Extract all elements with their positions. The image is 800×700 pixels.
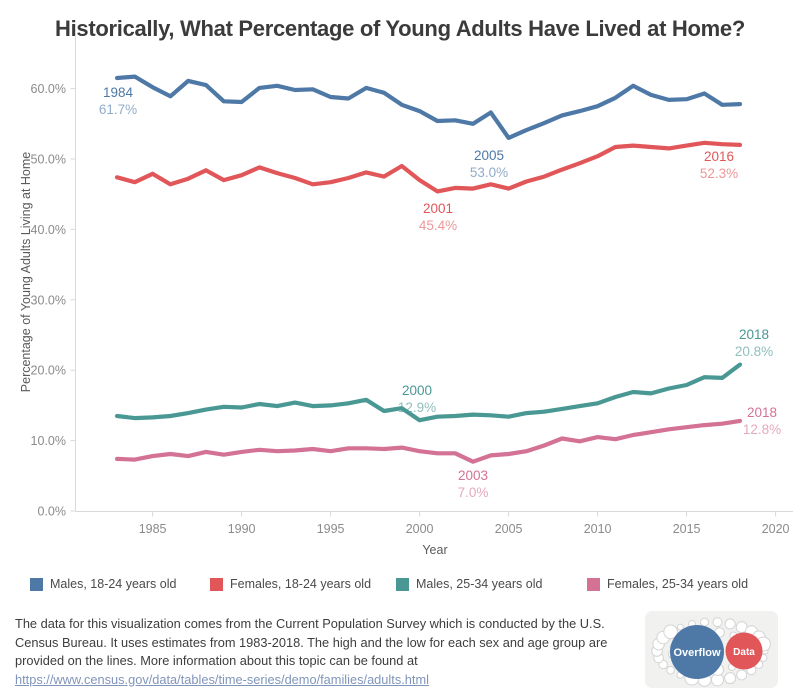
x-tick-label: 2010: [584, 522, 612, 536]
overflow-data-logo: Overflow Data: [645, 611, 778, 688]
logo-overflow-label: Overflow: [673, 647, 721, 659]
legend-label: Females, 25-34 years old: [607, 577, 749, 591]
legend-item-females-25-34-years-old[interactable]: Females, 25-34 years old: [587, 577, 748, 591]
legend-label: Males, 18-24 years old: [50, 577, 177, 591]
y-tick-label: 40.0%: [31, 223, 66, 237]
y-tick-label: 20.0%: [31, 364, 66, 378]
annotation-value: 45.4%: [419, 218, 457, 233]
annotation-year: 2001: [423, 201, 453, 216]
annotation-low-females-25-34-years-old: 2003 7.0%: [458, 468, 489, 500]
annotation-year: 2005: [474, 148, 504, 163]
logo-data-circle: [725, 632, 763, 670]
series-line-females-25-34-years-old[interactable]: [114, 418, 743, 464]
y-tick-label: 50.0%: [31, 153, 66, 167]
source-link[interactable]: https://www.census.gov/data/tables/time-…: [15, 671, 429, 687]
x-tick-label: 2005: [495, 522, 523, 536]
legend-label: Females, 18-24 years old: [230, 577, 372, 591]
annotation-low-females-18-24-years-old: 2001 45.4%: [419, 201, 457, 233]
annotation-year: 2003: [458, 468, 488, 483]
legend-item-females-18-24-years-old[interactable]: Females, 18-24 years old: [210, 577, 371, 591]
legend-label: Males, 25-34 years old: [416, 577, 543, 591]
chart-title: Historically, What Percentage of Young A…: [55, 16, 745, 41]
annotation-value: 52.3%: [700, 166, 738, 181]
annotation-value: 61.7%: [99, 102, 137, 117]
bubble-icon: [712, 617, 723, 628]
legend-swatch-icon: [30, 577, 43, 591]
legend-swatch-icon: [396, 577, 409, 591]
bubble-icon: [666, 665, 675, 675]
annotation-value: 12.9%: [398, 400, 436, 415]
annotation-low-males-25-34-years-old: 2000 12.9%: [398, 383, 436, 415]
annotation-value: 12.8%: [743, 422, 781, 437]
annotation-year: 2018: [739, 327, 769, 342]
source-description: The data for this visualization comes fr…: [15, 616, 608, 668]
legend-item-males-25-34-years-old[interactable]: Males, 25-34 years old: [396, 577, 542, 591]
y-tick-label: 0.0%: [38, 505, 67, 519]
x-tick-label: 1995: [317, 522, 345, 536]
bubble-icon: [736, 669, 748, 681]
legend-item-males-18-24-years-old[interactable]: Males, 18-24 years old: [30, 577, 176, 591]
legend-swatch-icon: [210, 577, 223, 591]
series-line-males-25-34-years-old[interactable]: [114, 362, 743, 423]
x-tick-label: 1985: [139, 522, 167, 536]
logo-overflow-circle: [670, 625, 724, 679]
annotation-year: 2000: [402, 383, 432, 398]
y-tick-label: 10.0%: [31, 434, 66, 448]
logo-data-label: Data: [733, 647, 755, 658]
logo-bubbles-graphic: Overflow Data: [645, 611, 778, 688]
annotation-year: 1984: [103, 85, 134, 100]
bubble-icon: [724, 618, 736, 630]
annotation-year: 2018: [747, 405, 777, 420]
bubble-icon: [663, 624, 678, 640]
y-tick-label: 60.0%: [31, 82, 66, 96]
annotation-low-males-18-24-years-old: 2005 53.0%: [470, 148, 508, 180]
annotation-high-females-25-34-years-old: 2018 12.8%: [743, 405, 781, 437]
annotation-high-males-18-24-years-old: 1984 61.7%: [99, 85, 137, 117]
x-tick-label: 2020: [762, 522, 790, 536]
bubble-icon: [676, 623, 684, 631]
y-axis-title: Percentage of Young Adults Living at Hom…: [19, 152, 33, 392]
y-tick-label: 30.0%: [31, 293, 66, 307]
annotation-high-females-18-24-years-old: 2016 52.3%: [700, 149, 738, 181]
line-chart: 0.0% 10.0% 20.0% 30.0% 40.0% 50.0% 60.0% 1985 19…: [19, 36, 793, 557]
bubble-icon: [700, 617, 709, 627]
footer-note: The data for this visualization comes fr…: [15, 615, 640, 689]
annotation-year: 2016: [704, 149, 734, 164]
series-line-females-18-24-years-old[interactable]: [114, 140, 743, 194]
x-tick-label: 2000: [406, 522, 434, 536]
annotation-value: 53.0%: [470, 165, 508, 180]
legend-swatch-icon: [587, 577, 600, 591]
annotation-value: 20.8%: [735, 344, 773, 359]
annotation-value: 7.0%: [458, 485, 489, 500]
annotation-high-males-25-34-years-old: 2018 20.8%: [735, 327, 773, 359]
x-tick-label: 1990: [228, 522, 256, 536]
series-line-males-18-24-years-old[interactable]: [114, 74, 743, 140]
bubble-icon: [724, 672, 737, 685]
x-axis-title: Year: [422, 543, 447, 557]
x-tick-label: 2015: [673, 522, 701, 536]
